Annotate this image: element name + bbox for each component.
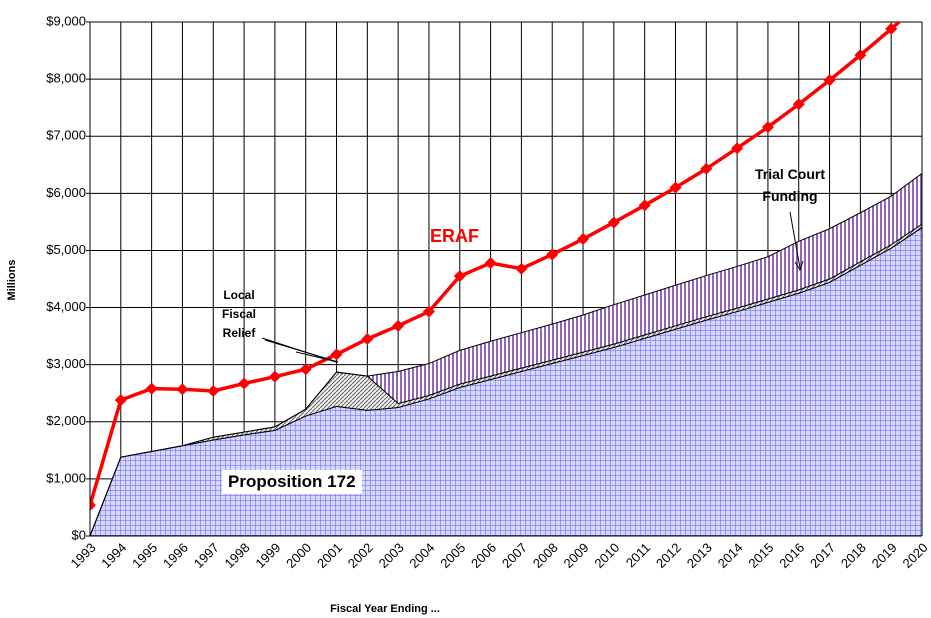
x-tick-label: 2017 — [807, 540, 838, 571]
marker — [90, 499, 96, 512]
marker — [854, 49, 867, 62]
arrow-local — [264, 339, 339, 363]
marker — [885, 22, 898, 35]
marker — [792, 98, 805, 111]
x-tick-label: 2000 — [283, 540, 314, 571]
x-tick-label: 2015 — [745, 540, 776, 571]
x-tick-label: 2018 — [838, 540, 869, 571]
y-tick-label: $2,000 — [46, 413, 86, 428]
x-tick-label: 2006 — [468, 540, 499, 571]
marker — [700, 162, 713, 175]
marker — [207, 384, 220, 397]
x-tick-label: 1994 — [98, 540, 129, 571]
marker — [299, 363, 312, 376]
marker — [422, 305, 435, 318]
marker — [453, 270, 466, 283]
marker — [145, 382, 158, 395]
arrow-trial — [789, 211, 801, 269]
y-tick-label: $1,000 — [46, 470, 86, 485]
marker — [823, 74, 836, 87]
marker — [361, 332, 374, 345]
marker — [577, 233, 590, 246]
spacer — [338, 255, 480, 363]
x-tick-label: 2004 — [406, 540, 437, 571]
marker — [268, 370, 281, 383]
marker — [638, 199, 651, 212]
x-tick-label: 2014 — [715, 540, 746, 571]
y-tick-label: $3,000 — [46, 356, 86, 371]
x-tick-label: 1995 — [129, 540, 160, 571]
y-tick-label: $4,000 — [46, 299, 86, 314]
marker — [761, 121, 774, 134]
x-tick-label: 2020 — [899, 540, 930, 571]
x-axis-title: Fiscal Year Ending ... — [330, 603, 440, 615]
x-tick-label: 2002 — [345, 540, 376, 571]
marker — [669, 181, 682, 194]
line — [90, 22, 902, 506]
marker — [515, 262, 528, 275]
x-tick-label: 1998 — [222, 540, 253, 571]
x-tick-label: 2001 — [314, 540, 345, 571]
marker — [731, 142, 744, 155]
x-tick-label: 2019 — [869, 540, 900, 571]
x-tick-label: 2007 — [499, 540, 530, 571]
y-tick-label: $8,000 — [46, 71, 86, 86]
x-tick-label: 2011 — [623, 540, 653, 570]
y-tick-label: $7,000 — [46, 128, 86, 143]
marker — [392, 319, 405, 332]
marker — [916, 0, 928, 8]
marker — [546, 248, 559, 261]
y-tick-label: $6,000 — [46, 185, 86, 200]
area — [90, 172, 922, 536]
arrow-head — [794, 260, 804, 272]
prop172-label: Proposition 172 — [222, 470, 362, 494]
marker — [114, 394, 127, 407]
x-tick-label: 1999 — [252, 540, 283, 571]
x-tick-label: 2009 — [561, 540, 592, 571]
y-tick-label: $9,000 — [46, 13, 86, 28]
marker — [330, 348, 343, 361]
x-tick-label: 2003 — [376, 540, 407, 571]
local-fiscal-label: Local Fiscal Relief — [221, 288, 257, 340]
trial-court-label: Trial Court Funding — [754, 166, 825, 204]
x-tick-label: 1993 — [67, 540, 98, 571]
x-tick-label: 2012 — [653, 540, 684, 571]
x-tick-label: 2005 — [437, 540, 468, 571]
marker — [176, 383, 189, 396]
x-tick-label: 2016 — [776, 540, 807, 571]
y-tick-label: $0 — [72, 527, 86, 542]
eraf-label: ERAF — [430, 226, 479, 246]
x-tick-label: 1997 — [191, 540, 222, 571]
y-axis-title: Millions — [6, 260, 18, 301]
x-tick-label: 2013 — [684, 540, 715, 571]
marker — [607, 216, 620, 229]
x-tick-label: 2010 — [591, 540, 622, 571]
y-tick-label: $5,000 — [46, 242, 86, 257]
x-tick-label: 1996 — [160, 540, 191, 571]
marker — [484, 257, 497, 270]
marker — [238, 377, 251, 390]
x-tick-label: 2008 — [530, 540, 561, 571]
